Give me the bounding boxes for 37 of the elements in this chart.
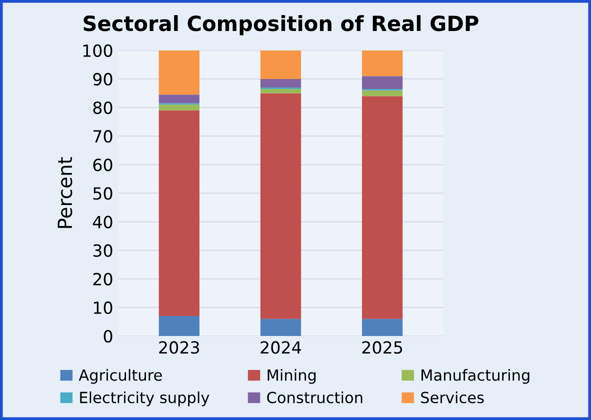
bar [260,78,302,88]
y-tick-label: 20 [93,272,112,286]
y-tick-label: 50 [93,187,112,200]
bar [158,94,200,104]
y-tick-label: 100 [83,44,112,57]
bar [362,96,403,319]
y-tick-label: 90 [93,72,112,86]
bar [158,316,200,336]
legend-label: Services [421,391,484,404]
bar [260,50,302,79]
bar [260,318,302,336]
bar [158,110,200,316]
bar [362,90,403,96]
x-tick-label: 2024 [260,341,301,354]
y-tick-label: 10 [94,301,112,314]
x-tick-label: 2025 [362,341,402,354]
y-tick-label: 0 [104,330,112,343]
bar [158,50,200,95]
y-tick-label: 60 [93,158,112,172]
legend-label: Agriculture [78,369,162,384]
y-tick-label: 70 [94,130,112,143]
bar [158,104,200,110]
legend-label: Electricity supply [80,391,210,406]
legend-label: Construction [267,391,362,404]
bar [260,88,302,94]
x-tick-label: 2023 [159,341,200,354]
y-tick-label: 80 [93,101,112,114]
chart-title: Sectoral Composition of Real GDP [84,15,478,36]
legend-label: Manufacturing [422,369,530,384]
bar [362,318,403,336]
bar [260,93,302,319]
y-axis-title: Percent [58,157,72,228]
bar [362,76,403,89]
bar [362,50,403,76]
y-tick-label: 30 [93,244,112,257]
y-tick-label: 40 [92,216,112,228]
legend-label: Mining [268,369,316,384]
